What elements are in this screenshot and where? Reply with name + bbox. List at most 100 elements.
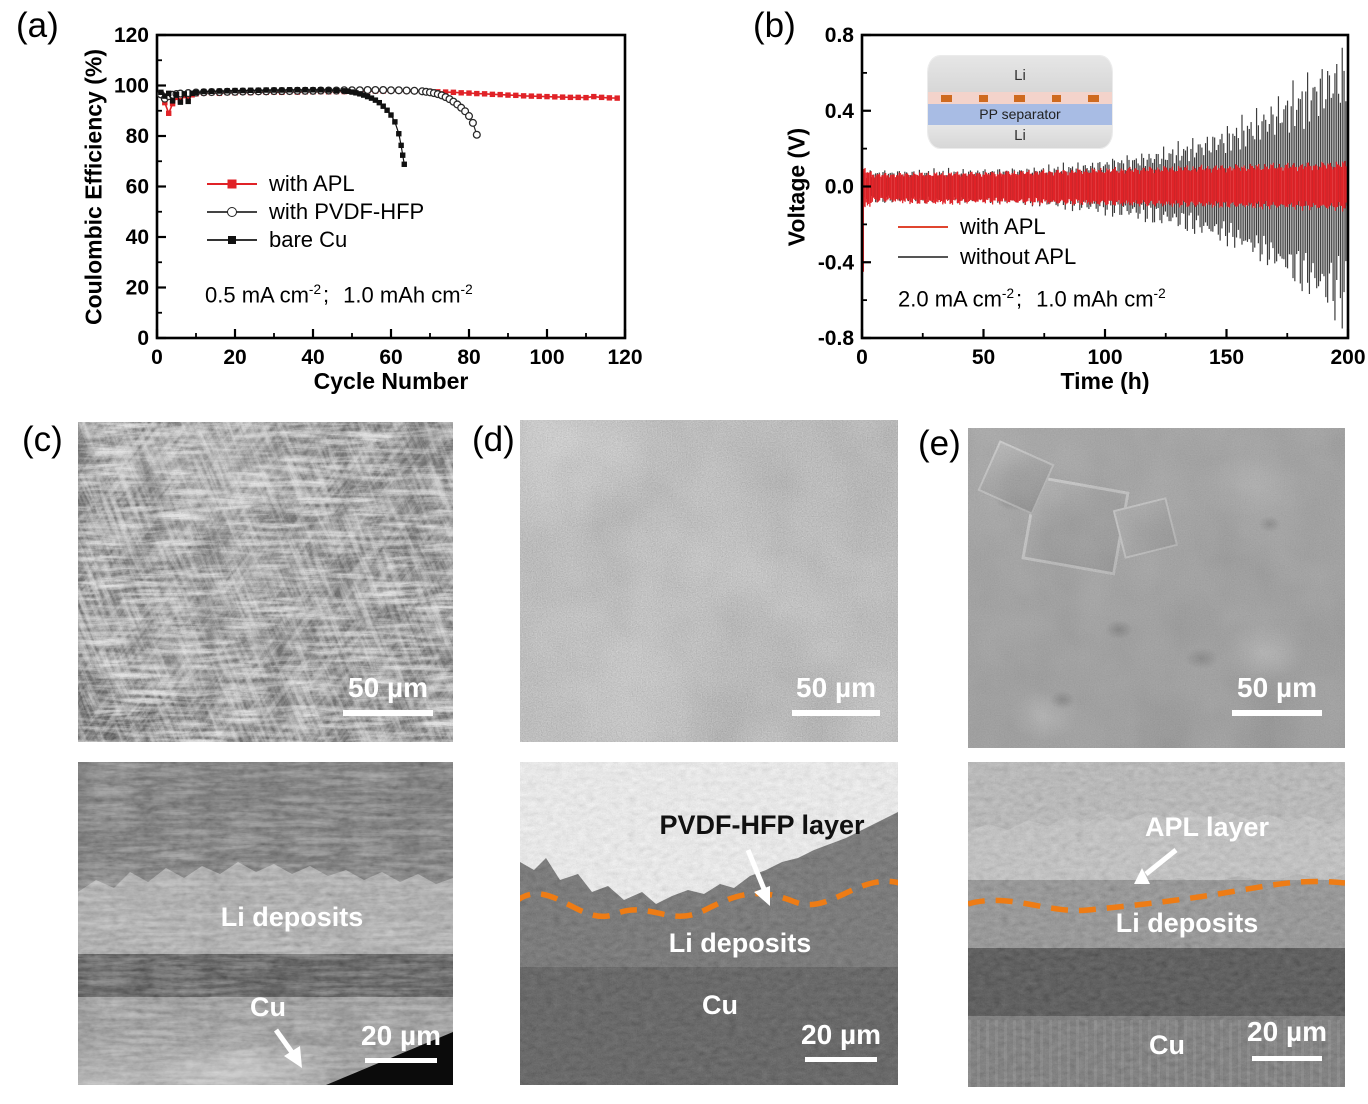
cu-arrow-icon — [273, 1028, 302, 1068]
sem-grain-texture — [968, 428, 1345, 748]
apl-particle-icon — [1014, 94, 1026, 102]
chart-a-x-axis-title: Cycle Number — [313, 368, 469, 394]
scalebar-label: 20 µm — [1247, 1016, 1327, 1047]
chart-b-test-conditions: 2.0 mA cm-2; 1.0 mAh cm-2 — [898, 286, 1166, 312]
apl-particle-icon — [941, 94, 953, 102]
chart-b-y-axis-title: Voltage (V) — [783, 127, 810, 247]
svg-text:0: 0 — [151, 346, 163, 369]
scalebar — [792, 710, 880, 716]
layer-boundary-dashed-line — [520, 878, 898, 919]
panel-label-e: (e) — [918, 424, 961, 463]
li-deposits-label: Li deposits — [1115, 908, 1259, 938]
cu-striations — [968, 1020, 1345, 1087]
sem-grain-texture — [520, 420, 898, 742]
svg-text:0.0: 0.0 — [825, 176, 854, 199]
legend-item-with-apl: with APL — [898, 212, 1076, 242]
svg-text:0.8: 0.8 — [825, 24, 855, 47]
sem-apl-top-view: 50 µm — [968, 428, 1345, 748]
apl-layer-label: APL layer — [1144, 812, 1270, 842]
sem-pvdf-hfp-top-view: 50 µm — [520, 420, 898, 742]
cu-label: Cu — [702, 990, 738, 1020]
svg-text:120: 120 — [607, 346, 642, 369]
legend-item-bare-cu: bare Cu — [207, 226, 424, 254]
apl-arrow-icon — [1144, 848, 1178, 876]
chart-a-y-axis-title: Coulombic Efficiency (%) — [80, 48, 107, 326]
sem-pvdf-hfp-cross-section: PVDF-HFP layer Li deposits Cu 20 µm — [520, 762, 898, 1085]
cu-label: Cu — [1149, 1030, 1185, 1060]
svg-text:60: 60 — [126, 176, 149, 199]
symmetric-cell-schematic: Li PP separator Li — [928, 56, 1112, 148]
svg-text:-0.4: -0.4 — [818, 251, 855, 274]
with-apl-line-icon — [898, 226, 948, 228]
sem-fiber-texture — [78, 422, 453, 742]
series-with-pvdf-hfp — [156, 85, 481, 139]
scalebar-label: 50 µm — [348, 672, 428, 703]
pvdf-hfp-layer-label: PVDF-HFP layer — [659, 810, 865, 840]
apl-particle-icon — [1087, 94, 1099, 102]
svg-text:0: 0 — [856, 346, 868, 369]
layer-boundary-dashed-line — [968, 878, 1345, 914]
svg-text:0: 0 — [137, 327, 149, 350]
svg-text:20: 20 — [126, 277, 149, 300]
without-apl-line-icon — [898, 256, 948, 258]
cu-foil-highlight — [78, 762, 453, 1085]
coulombic-efficiency-chart: 0 20 40 60 80 100 120 0 20 40 60 80 100 120 — [114, 24, 643, 369]
legend-item-with-apl: with APL — [207, 170, 424, 198]
pvdf-arrow-icon — [745, 849, 769, 895]
svg-text:100: 100 — [529, 346, 564, 369]
voltage-time-chart: 0 50 100 150 200 0.8 0.4 0.0 -0.4 -0.8 — [818, 24, 1366, 369]
apl-particle-icon — [1052, 94, 1062, 102]
svg-text:100: 100 — [114, 75, 149, 98]
scalebar-label: 20 µm — [801, 1019, 881, 1050]
legend-item-without-apl: without APL — [898, 242, 1076, 272]
scalebar — [1252, 1056, 1322, 1061]
sem-bare-cu-top-view: 50 µm — [78, 422, 453, 742]
panel-label-a: (a) — [16, 6, 59, 45]
svg-text:80: 80 — [457, 346, 480, 369]
inset-apl-particle-layer — [928, 92, 1112, 104]
panel-label-c: (c) — [22, 420, 63, 459]
scalebar — [343, 710, 433, 716]
chart-a-legend: with APL with PVDF-HFP bare Cu — [207, 170, 424, 254]
svg-text:-0.8: -0.8 — [818, 327, 855, 350]
bare-cu-marker-icon — [207, 236, 257, 244]
sem-apl-cross-section: APL layer Li deposits Cu 20 µm — [968, 762, 1345, 1087]
chart-b-legend: with APL without APL — [898, 212, 1076, 272]
svg-text:120: 120 — [114, 24, 149, 47]
scalebar-label: 50 µm — [1237, 672, 1317, 703]
inset-li-top-electrode: Li — [928, 56, 1112, 92]
scalebar — [365, 1058, 437, 1063]
svg-text:150: 150 — [1209, 346, 1244, 369]
svg-text:80: 80 — [126, 125, 149, 148]
cu-label: Cu — [250, 992, 286, 1022]
scalebar — [805, 1057, 877, 1062]
inset-li-bottom-electrode: Li — [928, 125, 1112, 148]
with-apl-marker-icon — [207, 179, 257, 189]
chart-a-test-conditions: 0.5 mA cm-2; 1.0 mAh cm-2 — [205, 282, 473, 308]
chart-b-x-axis-title: Time (h) — [1060, 368, 1150, 394]
sem-layers — [520, 762, 898, 1085]
svg-text:100: 100 — [1087, 346, 1122, 369]
panel-label-d: (d) — [472, 420, 515, 459]
series-bare-cu — [158, 87, 407, 167]
scalebar-label: 20 µm — [361, 1020, 441, 1051]
sem-layers — [78, 762, 453, 1085]
sem-layers — [968, 762, 1345, 1087]
li-deposits-label: Li deposits — [668, 928, 812, 958]
svg-text:60: 60 — [379, 346, 402, 369]
scalebar-label: 50 µm — [796, 672, 876, 703]
svg-text:200: 200 — [1330, 346, 1365, 369]
svg-text:20: 20 — [223, 346, 246, 369]
legend-item-with-pvdf-hfp: with PVDF-HFP — [207, 198, 424, 226]
apl-particle-icon — [978, 94, 988, 102]
sem-bare-cu-cross-section: Li deposits Cu 20 µm — [78, 762, 453, 1085]
svg-text:40: 40 — [301, 346, 324, 369]
svg-text:50: 50 — [972, 346, 995, 369]
inset-pp-separator: PP separator — [928, 104, 1112, 125]
li-deposits-label: Li deposits — [220, 902, 364, 932]
scalebar — [1232, 710, 1322, 716]
with-pvdf-hfp-marker-icon — [207, 207, 257, 217]
svg-text:0.4: 0.4 — [825, 100, 855, 123]
svg-text:40: 40 — [126, 226, 149, 249]
